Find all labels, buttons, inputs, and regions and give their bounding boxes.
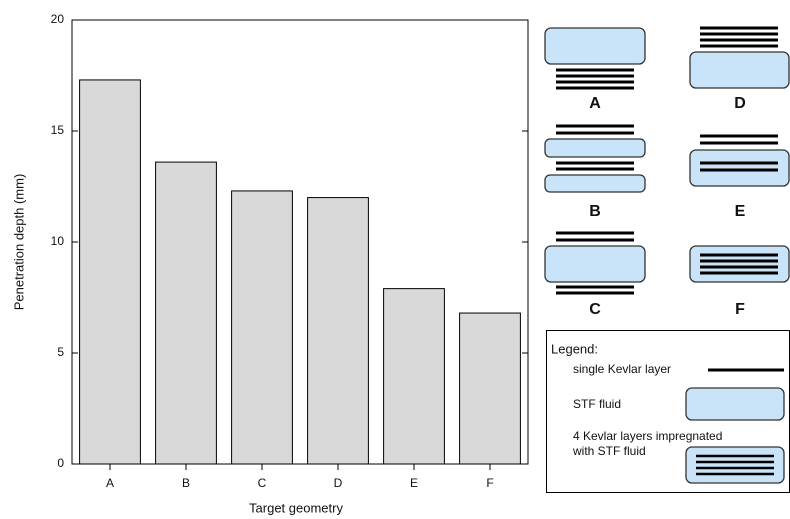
geometry-label: C xyxy=(589,301,601,318)
x-tick-label: F xyxy=(486,476,493,490)
kevlar-layers xyxy=(556,124,634,135)
stf-fluid xyxy=(689,245,790,283)
geometry-label: F xyxy=(735,301,745,318)
x-tick-label: E xyxy=(410,476,418,490)
x-axis-label: Target geometry xyxy=(249,500,343,515)
bar xyxy=(383,288,445,465)
legend-text: 4 Kevlar layers impregnated xyxy=(573,429,722,443)
stf-fluid xyxy=(544,245,646,283)
bar xyxy=(231,190,293,465)
legend-title: Legend: xyxy=(551,341,598,356)
kevlar-layers xyxy=(556,161,634,171)
kevlar-layers xyxy=(700,161,778,172)
legend-text: single Kevlar layer xyxy=(573,362,671,376)
bar xyxy=(155,161,217,465)
kevlar-layers xyxy=(696,454,774,476)
bar xyxy=(79,79,141,465)
impregnated-swatch xyxy=(685,446,785,484)
kevlar-layers xyxy=(556,231,634,242)
stf-fluid xyxy=(689,51,790,89)
kevlar-layers xyxy=(556,285,634,295)
y-tick-label: 20 xyxy=(51,12,65,26)
x-tick-label: C xyxy=(258,476,267,490)
legend-text: STF fluid xyxy=(573,397,621,411)
x-tick-label: D xyxy=(334,476,343,490)
x-tick-label: B xyxy=(182,476,190,490)
stf-fluid xyxy=(689,149,790,187)
y-tick-label: 15 xyxy=(51,123,65,137)
kevlar-layers xyxy=(700,134,778,145)
stf-fluid xyxy=(544,27,646,65)
stf-fluid-swatch xyxy=(685,387,785,421)
stf-fluid xyxy=(544,174,646,193)
diagram: A D B E C F Legend: single Kevlar layer … xyxy=(544,26,790,493)
bar xyxy=(459,312,521,465)
kevlar-layers xyxy=(700,26,778,48)
plot-frame xyxy=(71,19,529,465)
y-tick-label: 10 xyxy=(51,234,65,248)
geometry-label: B xyxy=(589,203,601,220)
geometry-label: E xyxy=(735,203,746,220)
kevlar-layers xyxy=(556,68,634,90)
geometry-label: D xyxy=(734,95,746,112)
geometry-label: A xyxy=(589,95,601,112)
x-tick-label: A xyxy=(106,476,114,490)
bar xyxy=(307,197,369,465)
y-tick-label: 5 xyxy=(57,345,64,359)
stf-fluid xyxy=(544,138,646,158)
y-tick-label: 0 xyxy=(57,456,64,470)
kevlar-layers xyxy=(700,253,778,275)
legend-text: with STF fluid xyxy=(572,444,646,458)
y-axis-label: Penetration depth (mm) xyxy=(11,174,26,311)
